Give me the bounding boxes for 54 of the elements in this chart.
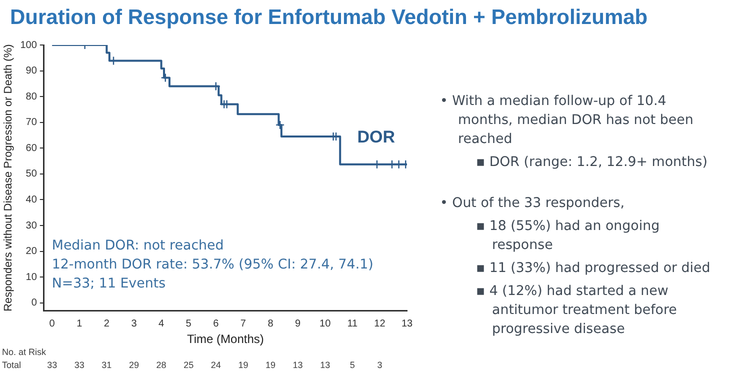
text: ▪ DOR (range: 1.2, 12.9+ months) (475, 154, 708, 172)
text: 25 (184, 360, 194, 370)
annotation: N=33; 11 Events (52, 276, 166, 292)
x-tick-label: 2 (104, 318, 110, 330)
y-tick-label: 70 (26, 117, 38, 128)
x-tick-label: 5 (186, 318, 192, 330)
text: 19 (265, 360, 276, 370)
x-tick-label: 7 (240, 318, 246, 330)
y-tick-label: 90 (26, 66, 38, 77)
text: 3 (377, 360, 382, 370)
text: 13 (292, 360, 303, 370)
text: 13 (320, 360, 330, 370)
text: ▪ 18 (55%) had an ongoing response (475, 218, 661, 255)
text: 19 (238, 360, 248, 370)
text: ▪ 11 (33%) had progressed or died (475, 260, 712, 278)
y-axis-title: Responders without Disease Progression or Death (%) (2, 44, 15, 312)
x-tick-label: 9 (295, 318, 302, 330)
x-tick-label: 13 (401, 318, 413, 330)
text: 5 (350, 360, 355, 370)
text: • Out of the 33 responders, (440, 195, 626, 213)
x-tick-label: 4 (158, 318, 164, 330)
x-tick-label: 8 (268, 318, 274, 330)
x-tick-label: 12 (374, 318, 386, 330)
x-tick-label: 10 (320, 318, 332, 330)
annotation: 12-month DOR rate: 53.7% (95% CI: 27.4, 74.1) (52, 258, 374, 273)
text: No. at Risk (2, 347, 47, 357)
text: • With a median follow-up of 10.4 months, median DOR has not been reached (440, 93, 694, 149)
x-tick-label: 1 (76, 318, 83, 330)
x-tick-label: 6 (213, 318, 220, 330)
annotation: Median DOR: not reached (52, 238, 224, 254)
text: 29 (128, 360, 139, 370)
text: 28 (156, 360, 166, 370)
x-tick-label: 0 (49, 318, 56, 330)
y-tick-label: 40 (26, 194, 38, 206)
y-tick-label: 20 (26, 246, 38, 258)
series-label: DOR (357, 127, 395, 146)
text: 33 (47, 360, 58, 370)
text: Total (2, 360, 22, 370)
x-tick-label: 3 (131, 318, 138, 330)
point (275, 120, 285, 130)
y-tick-label: 100 (20, 40, 38, 51)
y-tick-label: 10 (26, 272, 38, 283)
chart-title: Duration of Response for Enfortumab Vedotin + Pembrolizumab (10, 6, 648, 30)
y-tick-label: 50 (26, 168, 38, 180)
y-tick-label: 30 (26, 220, 38, 232)
y-tick-label: 0 (31, 298, 38, 309)
text: 31 (102, 360, 112, 370)
text: ▪ 4 (12%) had started a new antitumor treatment before progressive disease (475, 283, 678, 339)
text: 24 (210, 360, 221, 370)
y-tick-label: 80 (26, 91, 38, 102)
y-tick-label: 60 (26, 142, 38, 154)
x-tick-label: 11 (347, 318, 358, 330)
text: 33 (74, 360, 84, 370)
x-axis-title: Time (Months) (186, 332, 264, 346)
